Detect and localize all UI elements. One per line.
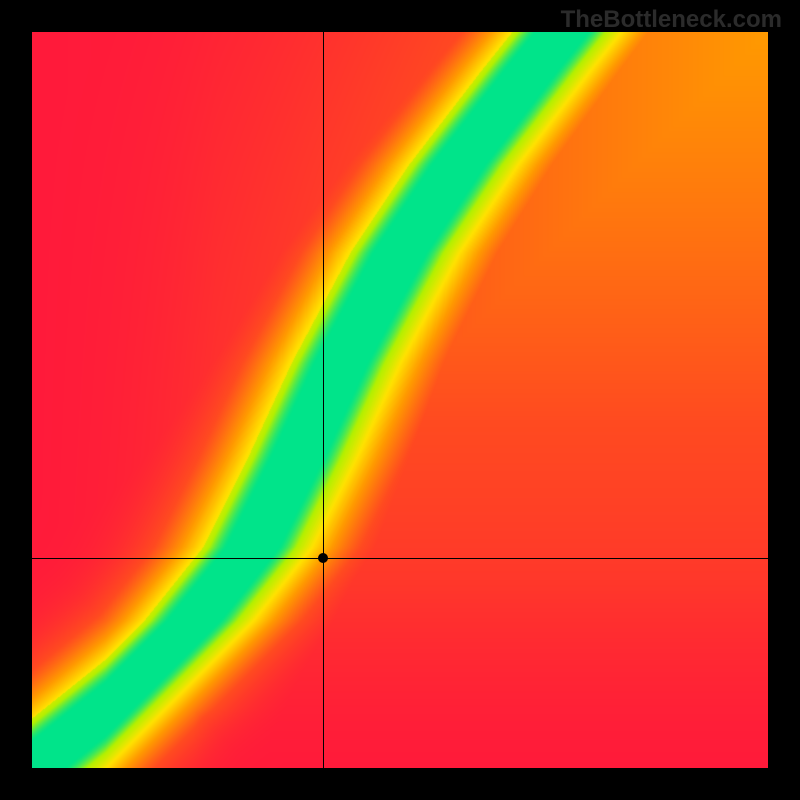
crosshair-horizontal xyxy=(32,558,768,559)
crosshair-vertical xyxy=(323,32,324,768)
plot-area xyxy=(32,32,768,768)
crosshair-marker xyxy=(318,553,328,563)
watermark-text: TheBottleneck.com xyxy=(561,6,782,34)
heatmap-canvas xyxy=(32,32,768,768)
chart-container: TheBottleneck.com xyxy=(0,0,800,800)
